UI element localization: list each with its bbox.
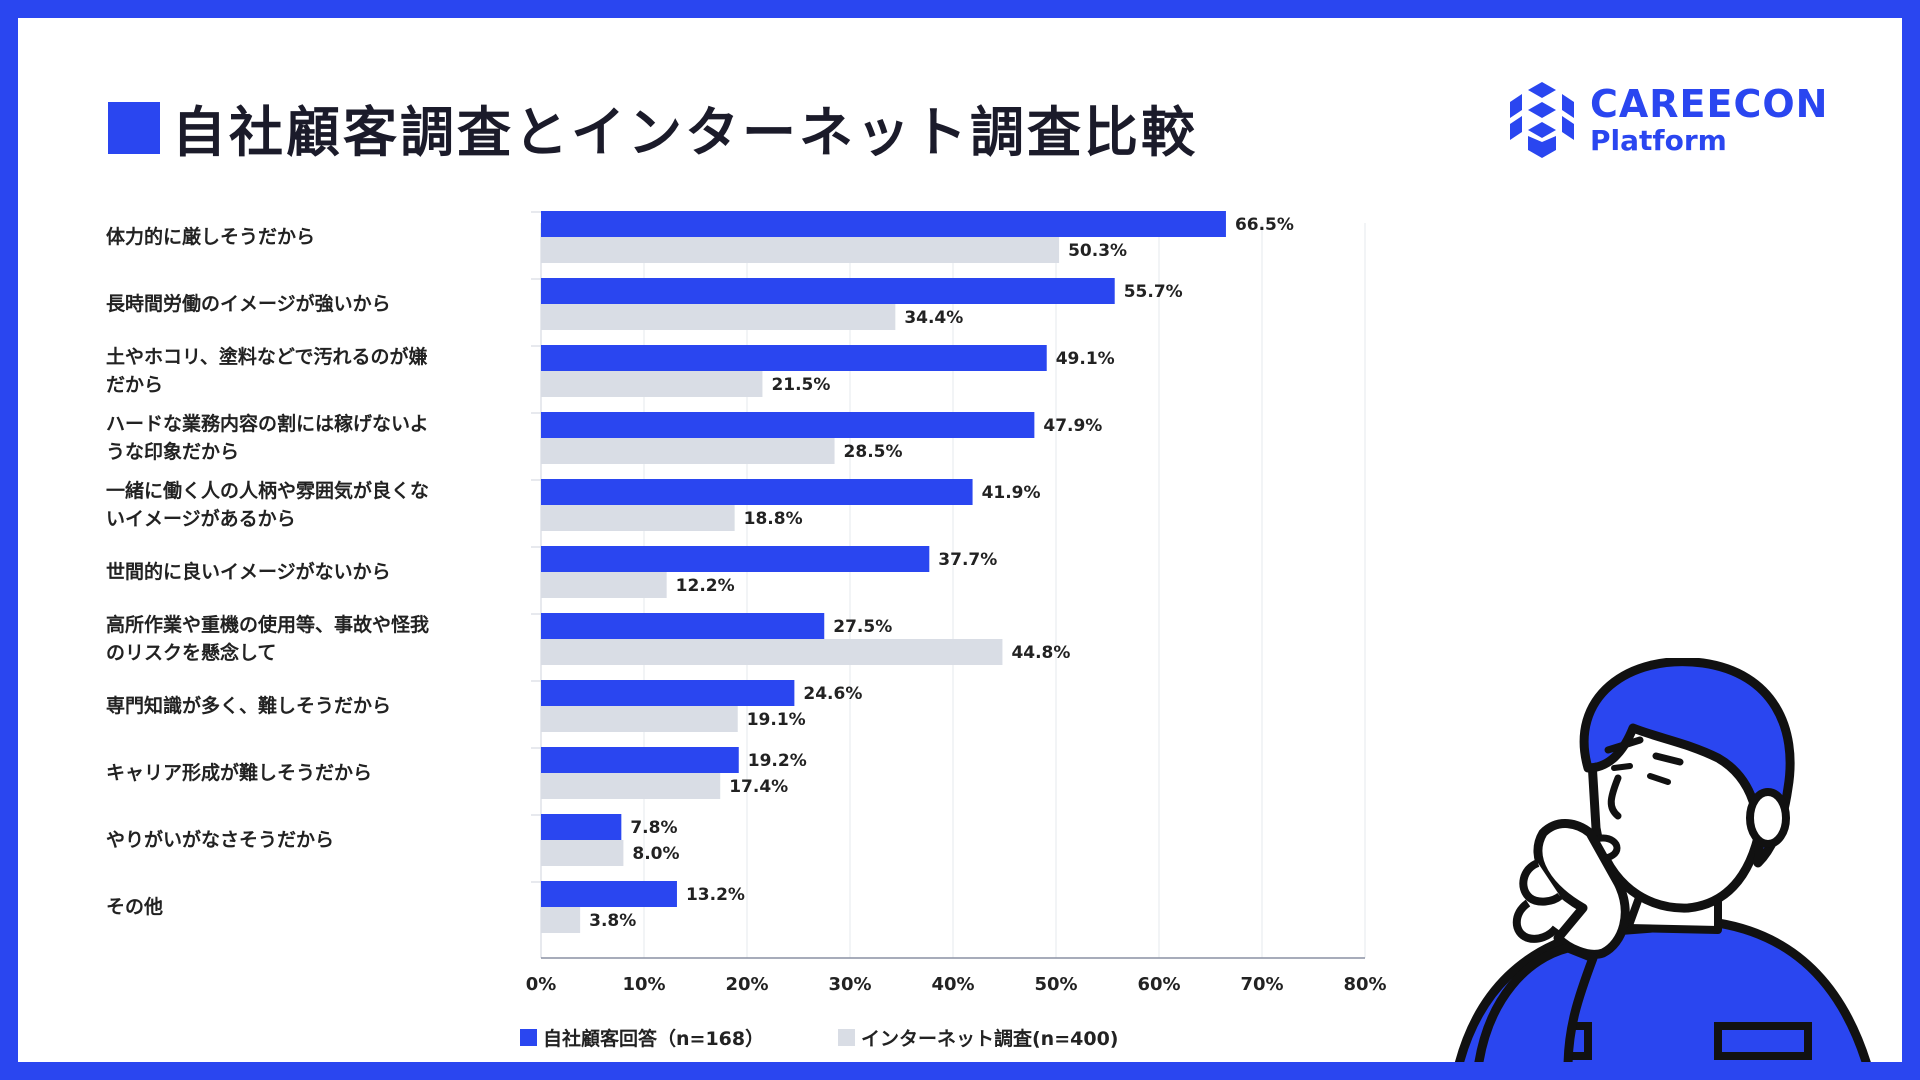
bar-series1-7 xyxy=(541,680,795,706)
bar-series2-4 xyxy=(541,505,735,531)
cube-logo-icon xyxy=(1510,82,1574,158)
category-label: 世間的に良いイメージがないから xyxy=(106,561,391,583)
data-label: 13.2% xyxy=(686,885,745,905)
bar-series1-3 xyxy=(541,412,1035,438)
slide-frame: 自社顧客調査とインターネット調査比較 CAREECON Platform 0% 1… xyxy=(18,18,1902,1062)
data-label: 28.5% xyxy=(844,442,903,462)
category-label: 専門知識が多く、難しそうだから xyxy=(106,695,392,717)
data-label: 19.2% xyxy=(748,751,807,771)
data-label: 44.8% xyxy=(1011,643,1070,663)
data-label: 41.9% xyxy=(982,483,1041,503)
bar-series2-1 xyxy=(541,304,896,330)
x-tick-label: 50% xyxy=(1034,974,1077,995)
data-label: 37.7% xyxy=(938,550,997,570)
logo-name: CAREECON xyxy=(1590,82,1829,126)
bar-series1-10 xyxy=(541,881,677,907)
legend-series-1: 自社顧客回答（n=168） xyxy=(520,1024,764,1051)
bar-series1-1 xyxy=(541,278,1115,304)
x-tick-label: 60% xyxy=(1137,974,1180,995)
bar-series2-6 xyxy=(541,639,1003,665)
category-label: 高所作業や重機の使用等、事故や怪我 のリスクを懸念して xyxy=(106,614,430,664)
title-square-icon xyxy=(108,101,160,154)
x-tick-label: 80% xyxy=(1343,974,1386,995)
bar-series2-7 xyxy=(541,706,738,732)
data-label: 47.9% xyxy=(1043,416,1102,436)
title-block: 自社顧客調査とインターネット調査比較 xyxy=(108,88,1198,167)
data-label: 21.5% xyxy=(771,375,830,395)
category-label: 土やホコリ、塗料などで汚れるのが嫌 だから xyxy=(106,346,428,396)
x-tick-label: 40% xyxy=(931,974,974,995)
bar-series1-0 xyxy=(541,211,1226,237)
logo-subtitle: Platform xyxy=(1590,124,1727,157)
data-label: 19.1% xyxy=(747,710,806,730)
data-label: 3.8% xyxy=(589,911,636,931)
legend-label-2: インターネット調査(n=400) xyxy=(861,1028,1119,1050)
bar-series1-8 xyxy=(541,747,739,773)
category-label: 一緒に働く人の人柄や雰囲気が良くな いイメージがあるから xyxy=(106,480,430,530)
bar-chart: 0% 10% 20% 30% 40% 50% 60% 70% 80% 66.5% 55.7% 49.1… xyxy=(526,211,1387,995)
data-label: 49.1% xyxy=(1056,349,1115,369)
category-label: ハードな業務内容の割には稼げないよ うな印象だから xyxy=(106,413,429,463)
category-label: やりがいがなさそうだから xyxy=(106,829,335,851)
bar-series2-2 xyxy=(541,371,763,397)
category-label: 体力的に厳しそうだから xyxy=(106,226,316,248)
category-label: キャリア形成が難しそうだから xyxy=(106,762,373,784)
data-label: 66.5% xyxy=(1235,215,1294,235)
data-label: 34.4% xyxy=(904,308,963,328)
careecon-logo: CAREECON Platform xyxy=(1508,80,1828,160)
data-label: 27.5% xyxy=(833,617,892,637)
data-label: 55.7% xyxy=(1124,282,1183,302)
legend-label-1: 自社顧客回答（n=168） xyxy=(543,1028,765,1050)
data-label: 50.3% xyxy=(1068,241,1127,261)
x-tick-label: 70% xyxy=(1240,974,1283,995)
bar-series1-2 xyxy=(541,345,1047,371)
bar-series2-3 xyxy=(541,438,835,464)
x-tick-label: 0% xyxy=(526,974,557,995)
data-label: 18.8% xyxy=(744,509,803,529)
legend-swatch-1 xyxy=(520,1029,537,1046)
category-label: 長時間労働のイメージが強いから xyxy=(106,293,391,315)
data-label: 17.4% xyxy=(729,777,788,797)
data-label: 8.0% xyxy=(632,844,679,864)
bar-series1-6 xyxy=(541,613,825,639)
legend-swatch-2 xyxy=(838,1029,855,1046)
bar-series2-9 xyxy=(541,840,624,866)
bar-series1-4 xyxy=(541,479,973,505)
bar-series1-9 xyxy=(541,814,622,840)
data-label: 24.6% xyxy=(803,684,862,704)
bar-series2-10 xyxy=(541,907,581,933)
data-label: 12.2% xyxy=(676,576,735,596)
category-label: その他 xyxy=(106,896,164,918)
bar-series1-5 xyxy=(541,546,930,572)
bar-series2-0 xyxy=(541,237,1060,263)
legend-series-2: インターネット調査(n=400) xyxy=(838,1024,1118,1051)
x-tick-label: 30% xyxy=(828,974,871,995)
x-tick-label: 20% xyxy=(725,974,768,995)
x-tick-label: 10% xyxy=(622,974,665,995)
bar-series2-5 xyxy=(541,572,667,598)
data-label: 7.8% xyxy=(630,818,677,838)
thinking-man-illustration xyxy=(1455,658,1871,1062)
page-title: 自社顧客調査とインターネット調査比較 xyxy=(172,101,1198,164)
bar-series2-8 xyxy=(541,773,721,799)
